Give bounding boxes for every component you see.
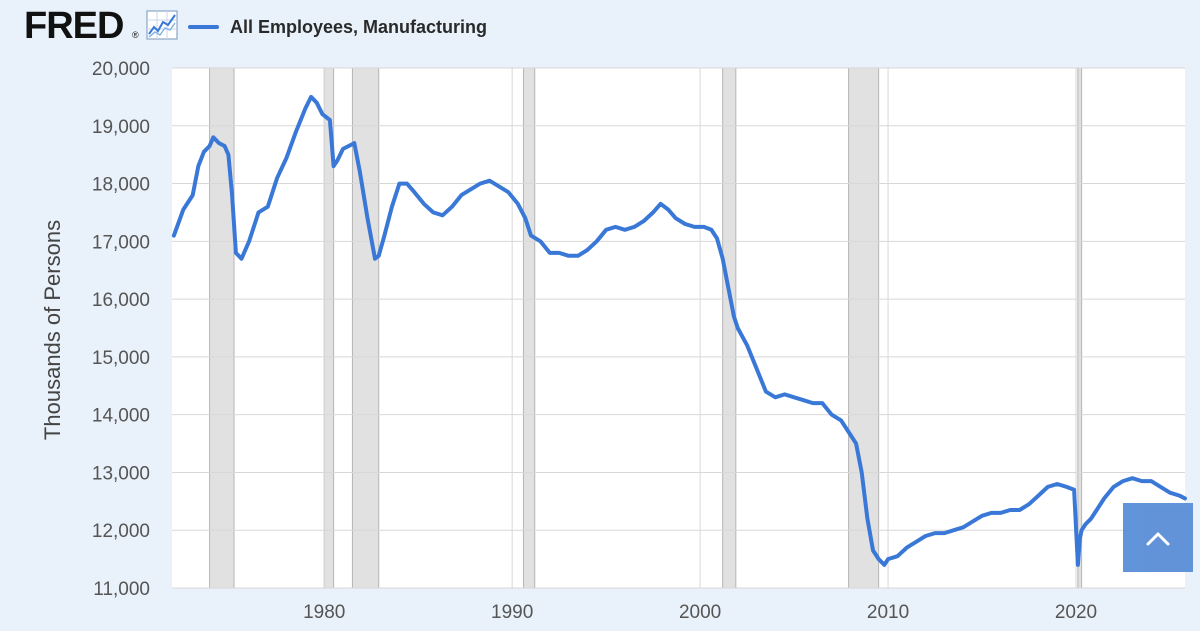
y-axis-tick-labels: 11,000 12,000 13,000 14,000 15,000 16,000 17,0… [92, 59, 150, 600]
y-tick-label: 16,000 [92, 290, 150, 311]
y-tick-label: 11,000 [93, 579, 150, 600]
y-tick-label: 12,000 [92, 521, 150, 542]
y-tick-label: 17,000 [92, 232, 150, 253]
y-axis-label: Thousands of Persons [40, 220, 65, 440]
x-tick-label: 2010 [867, 602, 909, 623]
recession-band [324, 68, 334, 588]
recession-band [523, 68, 535, 588]
x-axis-tick-labels: 1980 1990 2000 2010 2020 [303, 602, 1097, 623]
chart-legend[interactable]: All Employees, Manufacturing [188, 15, 487, 39]
series-layer [171, 94, 1187, 567]
y-tick-label: 14,000 [92, 406, 150, 427]
scroll-to-top-button[interactable] [1123, 503, 1193, 572]
x-tick-label: 2020 [1055, 602, 1097, 623]
y-tick-label: 18,000 [92, 175, 150, 196]
y-tick-label: 19,000 [92, 117, 150, 138]
chevron-up-icon [1146, 532, 1170, 546]
line-chart-icon [146, 10, 178, 40]
recession-band [722, 68, 736, 588]
recession-band [1077, 68, 1082, 588]
y-tick-label: 15,000 [92, 348, 150, 369]
recession-band [848, 68, 879, 588]
series-line[interactable] [171, 94, 1187, 567]
chart-header: FRED ® All Employees, Manufacturing [0, 0, 1200, 52]
grid-lines [172, 67, 1185, 589]
x-tick-label: 2000 [679, 602, 721, 623]
legend-series-label: All Employees, Manufacturing [230, 16, 488, 37]
x-tick-label: 1990 [491, 602, 533, 623]
y-tick-label: 13,000 [92, 463, 150, 484]
x-tick-label: 1980 [303, 602, 345, 623]
y-tick-label: 20,000 [92, 59, 150, 80]
registered-mark: ® [132, 30, 139, 40]
legend-swatch [188, 25, 219, 29]
fred-logo[interactable]: FRED [24, 5, 124, 47]
